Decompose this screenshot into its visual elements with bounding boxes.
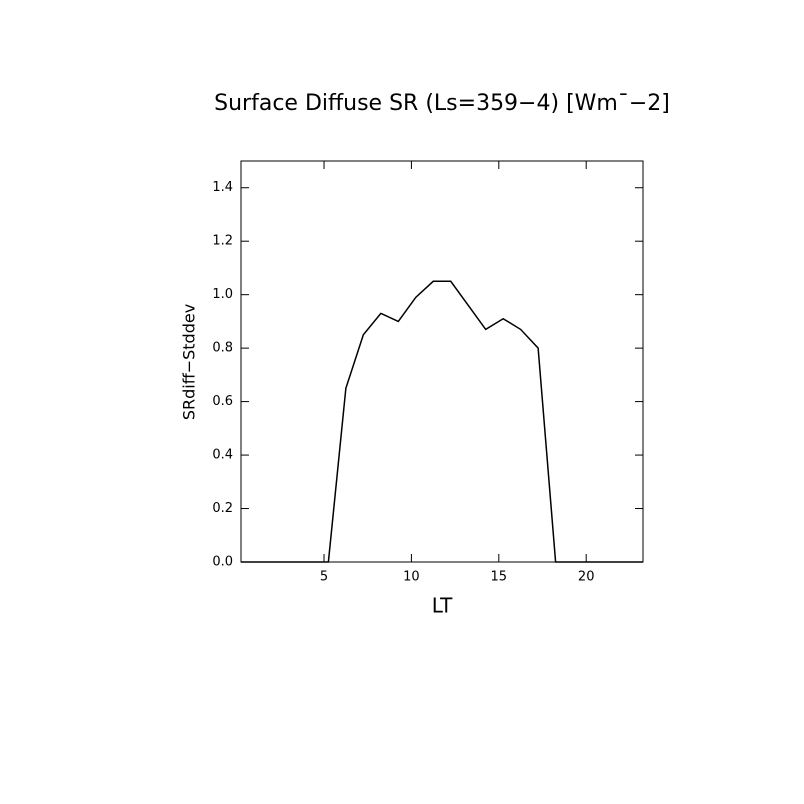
data-line	[241, 280, 643, 563]
y-tick-label: 0.6	[212, 394, 233, 409]
y-tick-label: 0.4	[212, 448, 233, 463]
y-axis-label: SRdiff−Stddev	[180, 304, 199, 420]
plot-frame	[240, 160, 644, 563]
y-tick-label: 1.2	[212, 234, 233, 249]
x-tick-label: 20	[578, 570, 595, 585]
y-tick-label: 1.0	[212, 287, 233, 302]
x-tick-label: 5	[320, 570, 328, 585]
y-tick-label: 0.0	[212, 555, 233, 570]
x-tick-label: 15	[491, 570, 508, 585]
chart-title: Surface Diffuse SR (Ls=359−4) [Wm¯−2]	[214, 91, 670, 116]
x-axis-label: LT	[432, 594, 453, 618]
y-tick-label: 0.8	[212, 341, 233, 356]
y-tick-label: 1.4	[212, 180, 233, 195]
x-tick-label: 10	[403, 570, 420, 585]
y-tick-label: 0.2	[212, 501, 233, 516]
